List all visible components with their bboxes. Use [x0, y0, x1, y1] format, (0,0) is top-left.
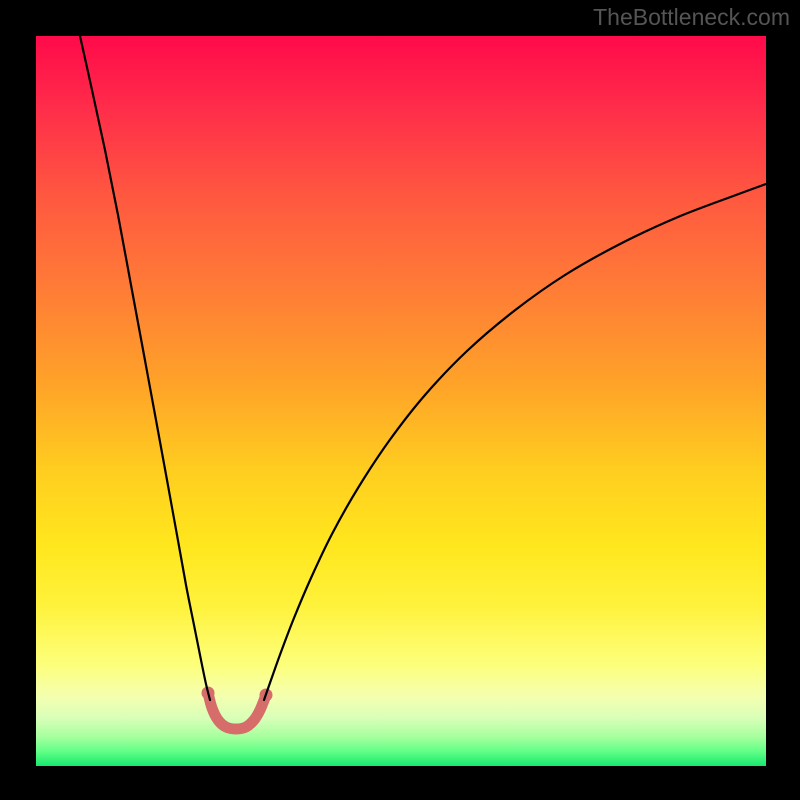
gradient-plot-area [36, 36, 766, 766]
watermark-text: TheBottleneck.com [593, 4, 790, 31]
chart-stage: TheBottleneck.com [0, 0, 800, 800]
chart-svg [0, 0, 800, 800]
